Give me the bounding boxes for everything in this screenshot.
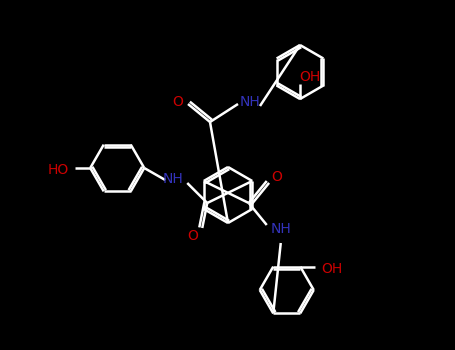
Text: NH: NH <box>163 172 184 186</box>
Text: NH: NH <box>240 95 260 109</box>
Text: O: O <box>172 95 183 109</box>
Text: NH: NH <box>270 222 291 236</box>
Text: HO: HO <box>48 163 69 177</box>
Text: OH: OH <box>299 70 321 84</box>
Text: O: O <box>187 229 197 243</box>
Text: O: O <box>271 170 282 184</box>
Text: OH: OH <box>322 261 343 275</box>
